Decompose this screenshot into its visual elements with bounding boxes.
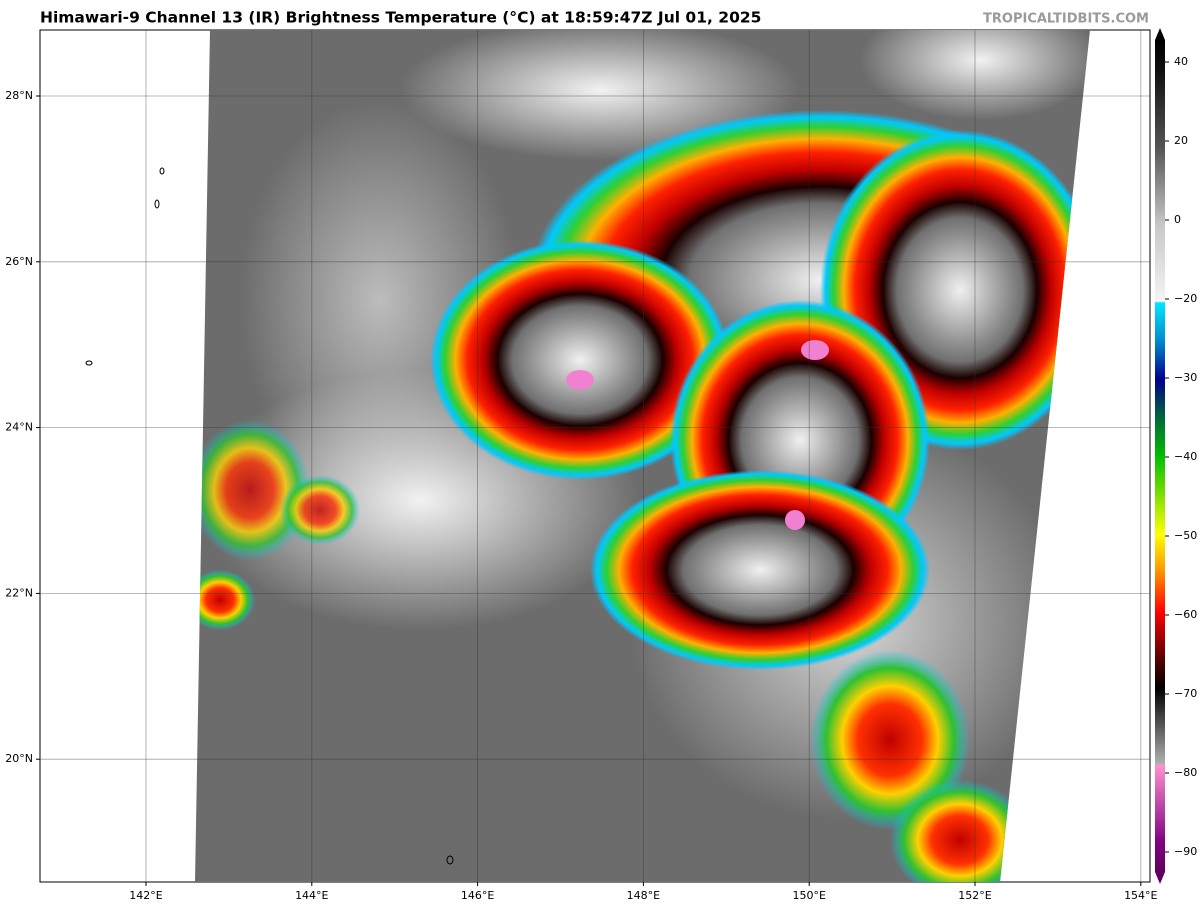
colorbar-label: 40 — [1174, 55, 1188, 68]
colorbar-label: 20 — [1174, 134, 1188, 147]
longitude-label: 152°E — [958, 889, 991, 902]
colorbar-bottom-extend — [1155, 872, 1165, 884]
title: Himawari-9 Channel 13 (IR) Brightness Te… — [40, 9, 761, 27]
longitude-label: 150°E — [792, 889, 825, 902]
longitude-label: 144°E — [295, 889, 328, 902]
colorbar-top-extend — [1155, 28, 1165, 40]
latitude-label: 22°N — [5, 586, 33, 599]
colorbar-label: −50 — [1174, 529, 1197, 542]
longitude-label: 154°E — [1124, 889, 1157, 902]
colorbar-label: −40 — [1174, 450, 1197, 463]
colorbar — [1155, 40, 1165, 872]
colorbar-label: −20 — [1174, 292, 1197, 305]
colorbar-label: −60 — [1174, 608, 1197, 621]
colorbar-label: −90 — [1174, 845, 1197, 858]
latitude-label: 24°N — [5, 421, 33, 434]
islands — [85, 167, 454, 865]
colorbar-label: −30 — [1174, 371, 1197, 384]
latitude-label: 26°N — [5, 255, 33, 268]
longitude-label: 146°E — [461, 889, 494, 902]
watermark: TROPICALTIDBITS.COM — [983, 12, 1149, 27]
satellite-imagery — [195, 30, 1090, 882]
colorbar-label: 0 — [1174, 213, 1181, 226]
colorbar-label: −80 — [1174, 766, 1197, 779]
colorbar-label: −70 — [1174, 687, 1197, 700]
longitude-label: 142°E — [129, 889, 162, 902]
latitude-label: 20°N — [5, 752, 33, 765]
longitude-label: 148°E — [627, 889, 660, 902]
latitude-label: 28°N — [5, 89, 33, 102]
graticule — [40, 30, 1150, 882]
